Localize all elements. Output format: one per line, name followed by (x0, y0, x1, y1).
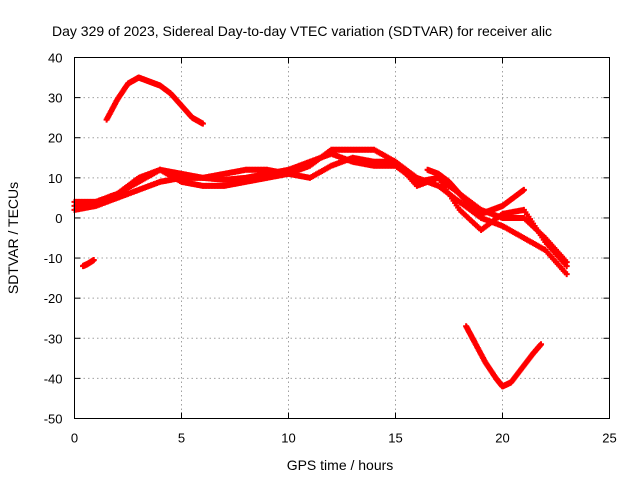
series-arc-2 (80, 257, 97, 270)
grid-lines (74, 57, 610, 419)
data-point (563, 271, 570, 278)
series-arc-5 (71, 154, 570, 270)
series-layer (71, 74, 570, 390)
x-tick-label: 5 (178, 431, 185, 446)
data-point (538, 341, 545, 348)
series-arc-7 (463, 323, 545, 390)
x-tick-label: 10 (281, 431, 295, 446)
y-tick-label: 20 (48, 131, 62, 146)
y-tick-label: -50 (44, 412, 63, 427)
y-tick-label: -20 (44, 291, 63, 306)
y-tick-label: 40 (48, 51, 62, 66)
y-tick-label: 10 (48, 171, 62, 186)
data-point (199, 120, 206, 127)
y-axis-title: SDTVAR / TECUs (5, 182, 21, 294)
plot-frame (74, 57, 610, 419)
x-tick-label: 25 (602, 431, 616, 446)
x-tick-label: 20 (495, 431, 509, 446)
data-point (90, 257, 97, 264)
series-arc-6 (424, 166, 527, 217)
y-tick-label: -40 (44, 371, 63, 386)
chart-title: Day 329 of 2023, Sidereal Day-to-day VTE… (52, 23, 552, 39)
y-tick-label: 30 (48, 91, 62, 106)
data-point (520, 186, 527, 193)
axis-ticks: 0 5 10 15 20 25 -50 -40 -30 -20 -10 0 10 20 30 40 (44, 51, 617, 446)
x-axis-title: GPS time / hours (287, 457, 394, 473)
x-tick-label: 0 (71, 431, 78, 446)
x-tick-label: 15 (388, 431, 402, 446)
data-point (563, 263, 570, 270)
series-arc-1 (103, 74, 206, 127)
y-tick-label: 0 (55, 211, 62, 226)
y-tick-label: -10 (44, 251, 63, 266)
y-tick-label: -30 (44, 331, 63, 346)
